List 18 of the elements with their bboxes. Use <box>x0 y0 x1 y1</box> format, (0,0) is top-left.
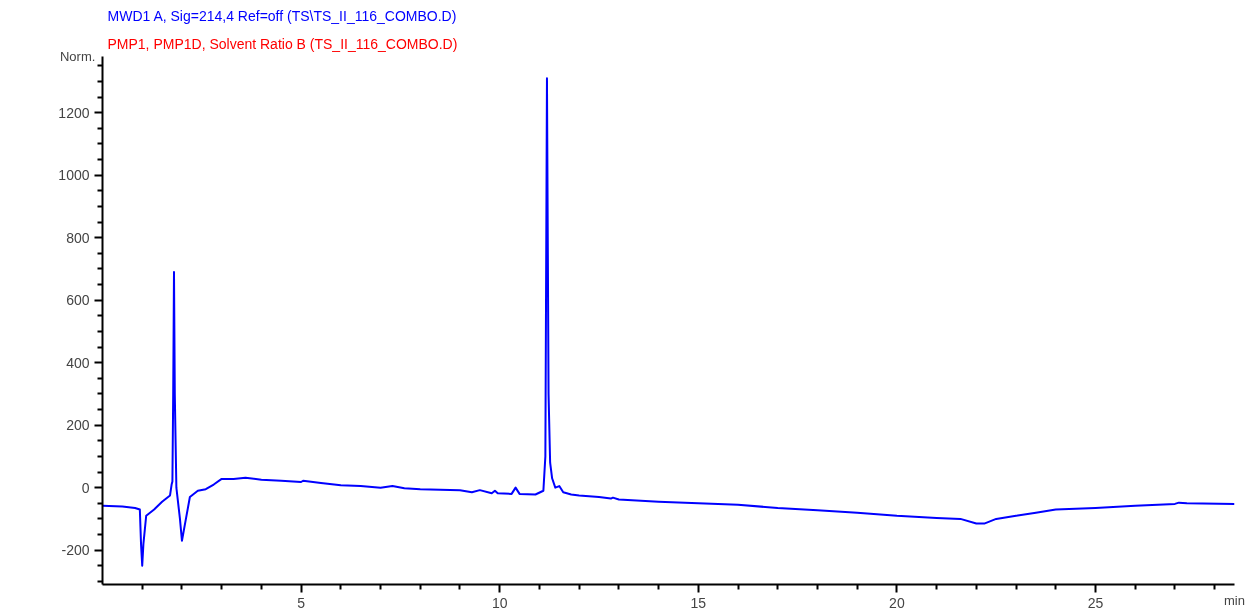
x-tick-label: 10 <box>491 594 508 611</box>
x-tick-label: 25 <box>1087 594 1104 611</box>
y-tick-label: 800 <box>66 229 90 246</box>
x-tick-label: 5 <box>297 594 306 611</box>
chart-subtitle: PMP1, PMP1D, Solvent Ratio B (TS_II_116_COMBO.D) <box>107 35 458 52</box>
x-tick-label: 20 <box>889 594 905 611</box>
y-tick-label: 1000 <box>58 167 90 184</box>
y-tick-label: 200 <box>66 417 90 434</box>
y-tick-label: 0 <box>81 479 90 496</box>
x-tick-label: 15 <box>690 594 707 611</box>
chart-title: MWD1 A, Sig=214,4 Ref=off (TS\TS_II_116_COMBO.D) <box>107 7 457 24</box>
y-tick-label: 600 <box>66 292 90 309</box>
y-tick-label: -200 <box>61 542 90 559</box>
y-tick-label: 400 <box>66 354 90 371</box>
y-tick-label: 1200 <box>58 104 90 121</box>
x-axis-title: min <box>1224 592 1245 608</box>
y-axis-title: Norm. <box>59 49 96 64</box>
line-series <box>102 77 1235 567</box>
